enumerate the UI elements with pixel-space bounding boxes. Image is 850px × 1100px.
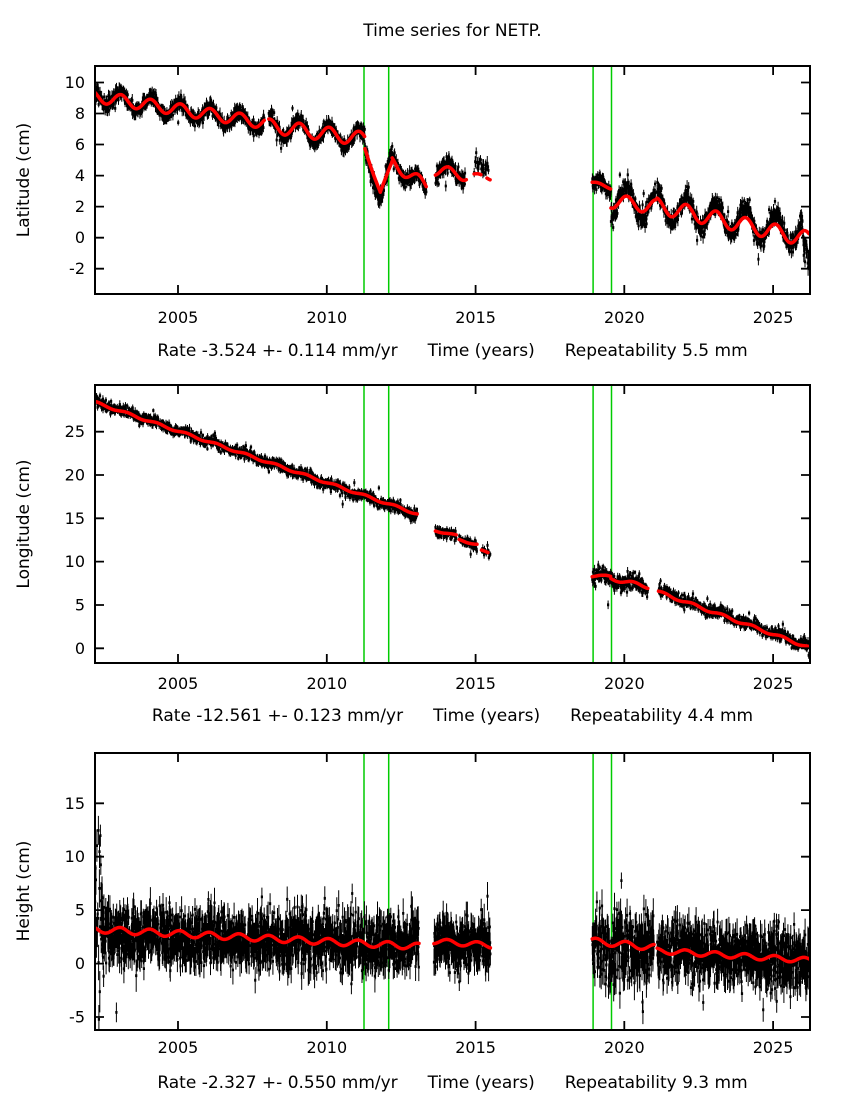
latitude-model-curve: [378, 159, 394, 194]
longitude-tick-marks: [95, 385, 810, 663]
latitude-model-curve: [267, 117, 367, 146]
longitude-x-tick-label: 2020: [604, 674, 645, 693]
height-x-tick-label: 2020: [604, 1038, 645, 1057]
height-x-tick-label: 2015: [455, 1038, 496, 1057]
longitude-model-curve: [433, 529, 458, 537]
latitude-annotation-row: Rate -3.524 +- 0.114 mm/yr Time (years) …: [95, 341, 810, 361]
latitude-model-curve: [363, 146, 383, 194]
height-y-tick-label: 10: [65, 847, 85, 866]
latitude-rate-label: Rate -3.524 +- 0.114 mm/yr: [157, 341, 398, 361]
longitude-axis-label: Longitude (cm): [14, 459, 34, 589]
height-y-tick-label: 5: [75, 901, 85, 920]
longitude-x-tick-label: 2015: [455, 674, 496, 693]
height-y-tick-label: 0: [75, 954, 85, 973]
height-x-tick-label: 2025: [753, 1038, 794, 1057]
latitude-axis-label: Latitude (cm): [14, 122, 34, 238]
height-rate-label: Rate -2.327 +- 0.550 mm/yr: [157, 1073, 398, 1093]
latitude-y-tick-label: 6: [75, 135, 85, 154]
height-x-tick-label: 2010: [306, 1038, 347, 1057]
height-plot-border: [94, 752, 811, 1031]
longitude-y-tick-label: 25: [65, 422, 85, 441]
latitude-x-tick-label: 2005: [158, 308, 199, 327]
latitude-model-curve: [390, 156, 428, 189]
longitude-model-curve: [479, 548, 493, 556]
latitude-y-tick-label: 10: [65, 73, 85, 92]
height-x-axis-title: Time (years): [427, 1073, 535, 1093]
longitude-model-curve: [95, 399, 419, 516]
height-model-curve: [432, 937, 493, 950]
latitude-x-tick-label: 2010: [306, 308, 347, 327]
latitude-model-curve: [472, 171, 492, 182]
height-model-curve: [95, 925, 421, 951]
latitude-tick-marks: [95, 66, 810, 294]
longitude-rate-label: Rate -12.561 +- 0.123 mm/yr: [151, 706, 404, 726]
height-x-tick-label: 2005: [158, 1038, 199, 1057]
latitude-y-tick-label: 0: [75, 228, 85, 247]
latitude-y-tick-label: 8: [75, 104, 85, 123]
latitude-x-tick-label: 2015: [455, 308, 496, 327]
latitude-model-curve: [95, 90, 267, 130]
height-tick-marks: [95, 753, 810, 1030]
latitude-x-tick-label: 2025: [753, 308, 794, 327]
latitude-y-tick-label: 4: [75, 166, 85, 185]
longitude-x-tick-label: 2010: [306, 674, 347, 693]
latitude-model-curve: [609, 194, 658, 214]
longitude-model-curve: [609, 576, 650, 591]
height-model-curve: [655, 946, 810, 964]
longitude-y-tick-label: 5: [75, 596, 85, 615]
longitude-repeatability-label: Repeatability 4.4 mm: [570, 706, 754, 726]
height-y-tick-label: 15: [65, 794, 85, 813]
latitude-x-axis-title: Time (years): [427, 341, 535, 361]
height-axis-label: Height (cm): [14, 840, 34, 942]
latitude-error-bars: [95, 81, 809, 276]
latitude-y-tick-label: 2: [75, 197, 85, 216]
latitude-x-tick-label: 2020: [604, 308, 645, 327]
height-model-curve: [590, 936, 656, 952]
height-data-points: [95, 829, 810, 1021]
longitude-x-tick-label: 2005: [158, 674, 199, 693]
latitude-model-curve: [655, 196, 810, 245]
latitude-y-tick-label: -2: [69, 259, 85, 278]
longitude-model-curve: [590, 573, 613, 579]
height-repeatability-label: Repeatability 9.3 mm: [564, 1073, 748, 1093]
latitude-repeatability-label: Repeatability 5.5 mm: [564, 341, 748, 361]
latitude-plot-border: [94, 65, 811, 295]
longitude-x-axis-title: Time (years): [433, 706, 541, 726]
longitude-annotation-row: Rate -12.561 +- 0.123 mm/yr Time (years)…: [95, 706, 810, 726]
latitude-model-curve: [590, 180, 613, 191]
longitude-y-tick-label: 0: [75, 639, 85, 658]
longitude-y-tick-label: 20: [65, 466, 85, 485]
longitude-y-tick-label: 15: [65, 509, 85, 528]
latitude-model-curve: [433, 165, 469, 183]
longitude-y-tick-label: 10: [65, 552, 85, 571]
longitude-model-curve: [656, 589, 810, 649]
height-annotation-row: Rate -2.327 +- 0.550 mm/yr Time (years) …: [95, 1073, 810, 1093]
longitude-plot-border: [94, 384, 811, 664]
longitude-x-tick-label: 2025: [753, 674, 794, 693]
page-title: Time series for NETP.: [363, 21, 542, 41]
height-y-tick-label: -5: [69, 1008, 85, 1027]
longitude-model-curve: [457, 537, 479, 547]
